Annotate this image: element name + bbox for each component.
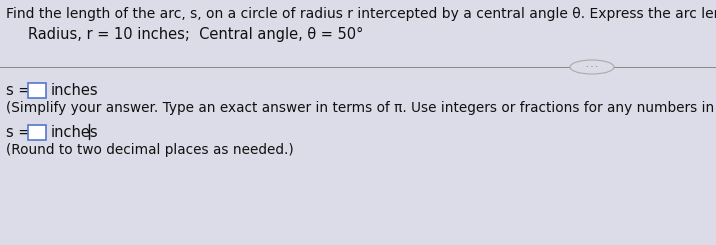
FancyBboxPatch shape (28, 125, 46, 140)
Text: · · ·: · · · (586, 62, 598, 72)
Text: (Simplify your answer. Type an exact answer in terms of π. Use integers or fract: (Simplify your answer. Type an exact ans… (6, 101, 716, 115)
Text: inches: inches (51, 83, 99, 98)
Text: Radius, r = 10 inches;  Central angle, θ = 50°: Radius, r = 10 inches; Central angle, θ … (28, 27, 364, 42)
Text: s =: s = (6, 83, 35, 98)
Text: s =: s = (6, 125, 35, 140)
Text: inches: inches (51, 125, 99, 140)
Text: (Round to two decimal places as needed.): (Round to two decimal places as needed.) (6, 143, 294, 157)
Text: Find the length of the arc, s, on a circle of radius r intercepted by a central : Find the length of the arc, s, on a circ… (6, 7, 716, 21)
Ellipse shape (570, 60, 614, 74)
FancyBboxPatch shape (28, 83, 46, 98)
